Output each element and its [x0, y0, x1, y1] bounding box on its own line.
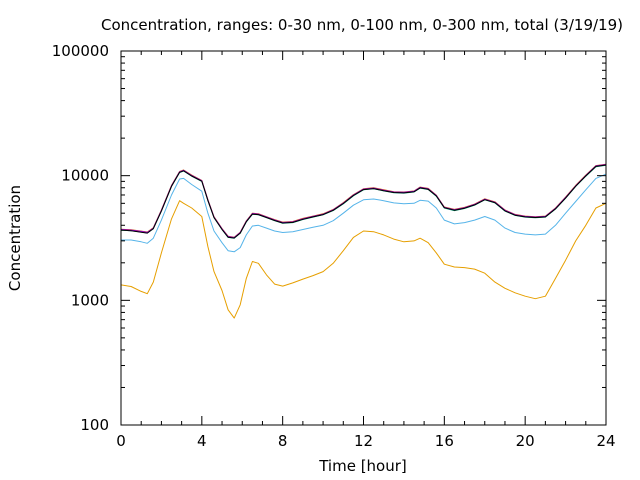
x-tick-label: 8: [278, 432, 288, 450]
series-line-6: [120, 164, 607, 238]
y-tick-label: 1000: [71, 291, 109, 309]
series-layer: [120, 163, 607, 319]
x-tick-label: 20: [516, 432, 535, 450]
series-line-5: [120, 163, 607, 238]
series-line-1: [120, 200, 607, 319]
x-tick-label: 0: [116, 432, 126, 450]
x-axis: 0 4 8 12 16 20 24: [116, 51, 616, 450]
x-tick-label: 12: [354, 432, 373, 450]
y-axis: 100 1000 10000 100000: [52, 42, 606, 434]
series-line-7: [120, 164, 607, 239]
chart-title: Concentration, ranges: 0-30 nm, 0-100 nm…: [101, 16, 623, 34]
x-tick-label: 4: [197, 432, 207, 450]
y-tick-label: 10000: [61, 167, 109, 185]
y-tick-label: 100: [80, 416, 109, 434]
y-axis-title: Concentration: [6, 185, 24, 291]
x-tick-label: 24: [596, 432, 615, 450]
x-axis-title: Time [hour]: [318, 457, 407, 475]
y-tick-label: 100000: [52, 42, 109, 60]
series-line-2: [121, 173, 607, 253]
x-tick-label: 16: [435, 432, 454, 450]
plot-frame: [120, 50, 607, 426]
